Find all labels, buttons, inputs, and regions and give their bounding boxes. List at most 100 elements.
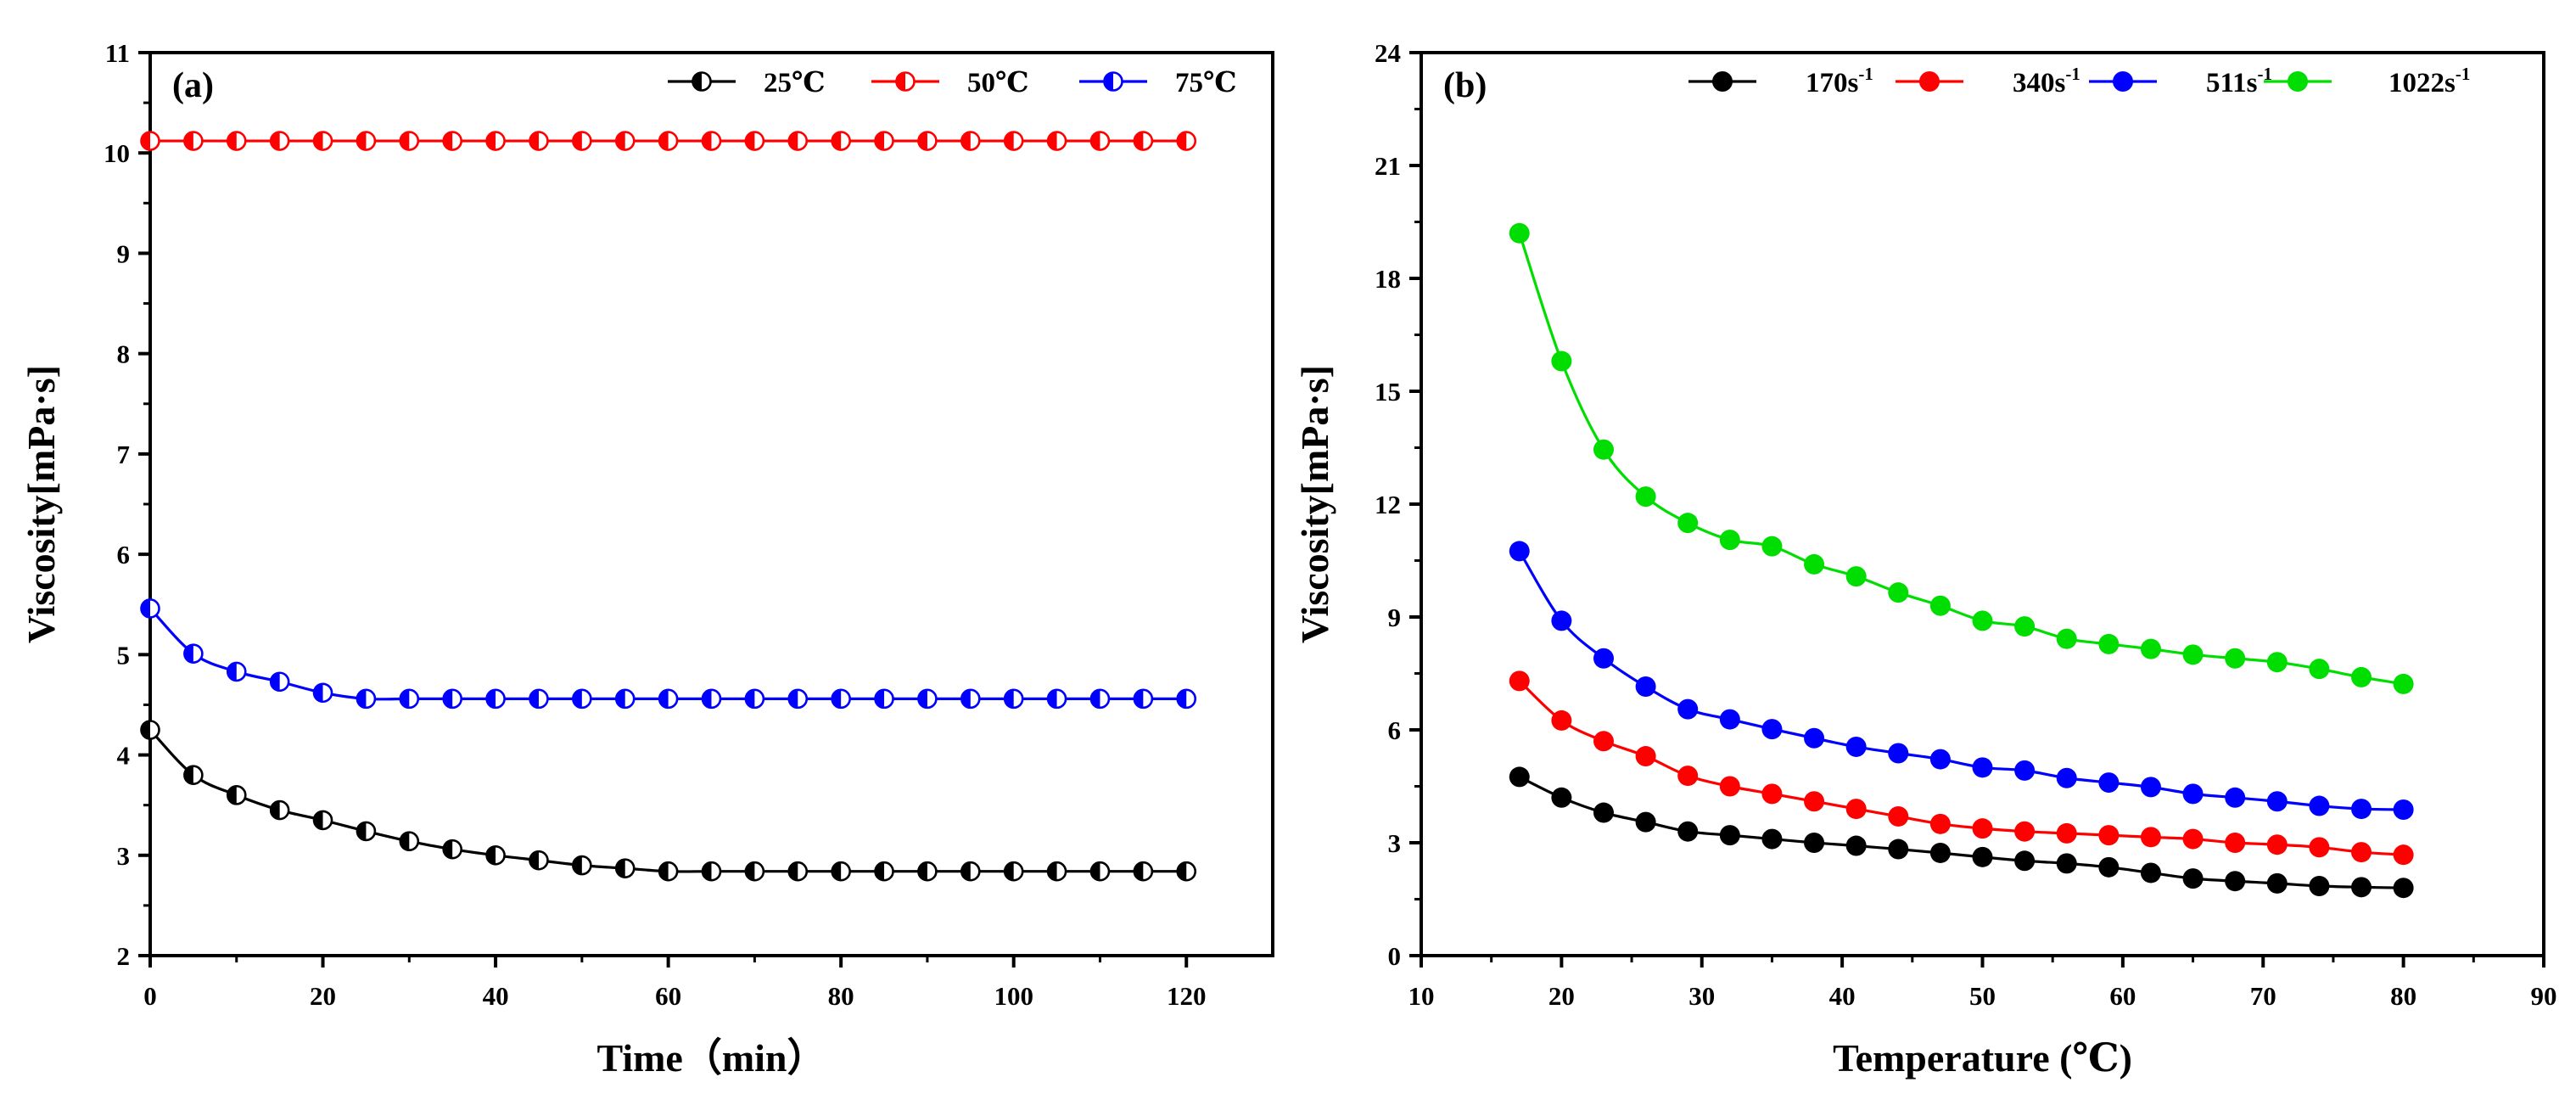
series-b-1: [1509, 670, 2414, 866]
data-point: [2056, 767, 2077, 788]
data-point-fill: [616, 132, 625, 150]
data-point: [2014, 850, 2036, 872]
data-point: [399, 831, 420, 852]
data-point: [1888, 743, 1909, 764]
data-point: [2266, 834, 2288, 855]
legend-unit-superscript: -1: [1858, 64, 1873, 84]
data-point: [744, 131, 765, 151]
data-point-fill: [1005, 689, 1014, 708]
legend-item-a-1: 50℃: [871, 68, 1029, 98]
data-point: [2393, 844, 2414, 866]
data-point: [744, 861, 765, 882]
data-point-fill: [918, 862, 927, 881]
data-point: [1677, 698, 1699, 720]
data-point: [2351, 799, 2372, 820]
data-point: [269, 799, 290, 821]
data-point: [960, 688, 981, 710]
series-line: [1518, 233, 2404, 686]
data-point: [874, 131, 894, 151]
data-point: [1761, 719, 1783, 740]
data-point: [1176, 131, 1197, 151]
chart-panel-b: 10 20 30 40 50 60 70 80 90 0 3 6 9 12 15 18 21 24 Temperat…: [1293, 38, 2557, 1080]
data-point: [1089, 688, 1111, 710]
series-a-2: [140, 598, 1197, 710]
data-point-fill: [529, 851, 539, 870]
data-point: [356, 688, 377, 710]
data-point: [226, 661, 247, 682]
data-point: [874, 688, 894, 710]
data-point: [1929, 842, 1951, 863]
data-point: [831, 861, 851, 882]
data-point-fill: [443, 689, 453, 708]
data-point: [2014, 821, 2036, 842]
data-point: [2309, 875, 2330, 896]
data-point: [1551, 351, 1572, 372]
data-point-fill: [659, 689, 669, 708]
data-point: [140, 598, 160, 619]
data-point: [614, 131, 636, 151]
x-tick-label-a: 60: [655, 981, 681, 1011]
y-tick-label-a: 5: [117, 640, 131, 670]
data-point: [787, 861, 809, 882]
data-point-fill: [573, 856, 582, 875]
y-tick-label-b: 0: [1388, 941, 1402, 971]
legend-item-a-0: 25℃: [668, 68, 826, 98]
legend-label: 511s-1: [2206, 64, 2272, 98]
data-point-fill: [1048, 689, 1057, 708]
data-point: [1176, 861, 1197, 882]
legend-item-b-2: 511s-1: [2089, 64, 2272, 98]
data-point: [1972, 757, 1993, 778]
data-point-fill: [141, 721, 150, 739]
data-point: [787, 131, 809, 151]
data-point: [2225, 787, 2246, 808]
legend-item-a-2: 75℃: [1079, 68, 1237, 98]
data-point: [1804, 553, 1825, 575]
data-point: [658, 861, 679, 882]
data-point: [1551, 787, 1572, 808]
legend-label: 1022s-1: [2388, 64, 2470, 98]
data-point-fill: [1177, 132, 1187, 150]
data-point-fill: [961, 862, 971, 881]
data-point-fill: [1048, 132, 1057, 150]
data-point: [140, 131, 160, 151]
data-point: [2225, 871, 2246, 892]
data-point: [312, 682, 333, 704]
data-point: [917, 131, 938, 151]
y-tick-label-b: 6: [1388, 715, 1402, 745]
data-point: [312, 810, 333, 831]
series-a-0: [140, 720, 1197, 882]
data-point: [1509, 766, 1530, 788]
data-point: [183, 765, 204, 786]
data-point: [1761, 536, 1783, 557]
data-point: [1176, 688, 1197, 710]
legend-item-b-1: 340s-1: [1896, 64, 2080, 98]
y-tick-label-a: 2: [117, 941, 131, 971]
data-point-fill: [314, 683, 323, 702]
data-point-fill: [788, 862, 798, 881]
data-point: [1677, 766, 1699, 787]
data-point-fill: [875, 689, 885, 708]
data-point-fill: [227, 132, 237, 150]
y-tick-label-b: 15: [1375, 377, 1401, 407]
data-point: [1845, 736, 1867, 757]
data-point-fill: [356, 689, 367, 708]
x-tick-label-b: 60: [2109, 981, 2136, 1011]
legend-unit-superscript: -1: [2456, 64, 2471, 84]
legend-unit-superscript: -1: [2065, 64, 2080, 84]
data-point: [2014, 616, 2036, 637]
y-axis-label-a: Viscosity[mPa·s]: [20, 365, 63, 643]
legend-item-b-3: 1022s-1: [2264, 64, 2470, 98]
data-point-fill: [961, 132, 971, 150]
series-a-1: [140, 131, 1197, 151]
data-point: [1133, 861, 1154, 882]
data-point: [1719, 825, 1740, 846]
y-tick-label-b: 21: [1375, 151, 1401, 181]
data-point: [1635, 676, 1656, 698]
data-point: [1635, 486, 1656, 508]
legend-marker: [2288, 71, 2308, 92]
data-point: [1003, 131, 1024, 151]
data-point: [442, 839, 462, 860]
data-point: [572, 855, 592, 876]
data-point-fill: [356, 132, 367, 150]
